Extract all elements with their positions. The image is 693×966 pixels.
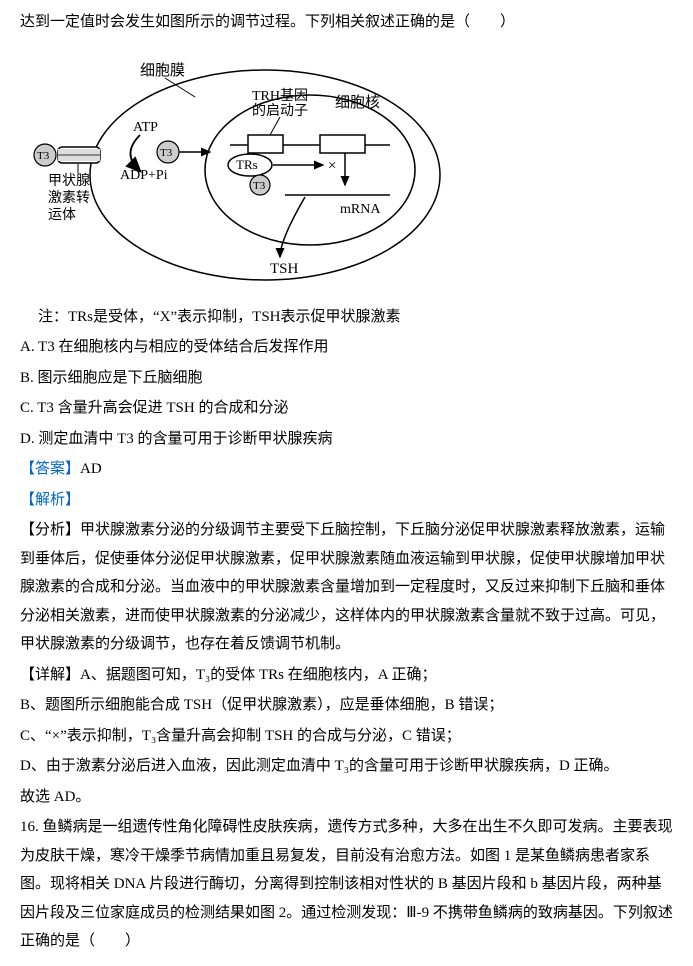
fenxi-label: 【分析】 xyxy=(20,522,80,538)
label-atp: ATP xyxy=(133,120,158,135)
diagram: 细胞膜 细胞核 TRH基因 的启动子 TRs T3 × mRNA TSH T3 … xyxy=(30,45,460,295)
detail-c: C、“×”表示抑制，T₃含量升高会抑制 TSH 的合成与分泌，C 错误； xyxy=(20,722,673,751)
intro-line: 达到一定值时会发生如图所示的调节过程。下列相关叙述正确的是（ ） xyxy=(20,8,673,37)
t3-inner-nuc: T3 xyxy=(253,180,266,192)
detail-b: B、题图所示细胞能合成 TSH（促甲状腺激素），应是垂体细胞，B 错误； xyxy=(20,691,673,720)
option-a: A. T3 在细胞核内与相应的受体结合后发挥作用 xyxy=(20,333,673,362)
label-trs: TRs xyxy=(236,157,258,172)
q16: 16. 鱼鳞病是一组遗传性角化障碍性皮肤疾病，遗传方式多种，大多在出生不久即可发… xyxy=(20,813,673,956)
fenxi-text: 甲状腺激素分泌的分级调节主要受下丘脑控制，下丘脑分泌促甲状腺激素释放激素，运输到… xyxy=(20,522,665,652)
label-mrna: mRNA xyxy=(340,202,381,217)
label-trh2: 的启动子 xyxy=(252,103,308,119)
transporter1: 甲状腺 xyxy=(48,173,90,189)
t3-cyto: T3 xyxy=(160,147,173,159)
answer-label: 【答案】 xyxy=(20,461,80,477)
answer-value: AD xyxy=(80,461,102,477)
label-tsh: TSH xyxy=(270,261,299,277)
label-membrane: 细胞膜 xyxy=(140,62,185,79)
label-nucleus: 细胞核 xyxy=(335,94,380,111)
label-adp: ADP+Pi xyxy=(120,168,168,183)
option-b: B. 图示细胞应是下丘脑细胞 xyxy=(20,364,673,393)
note-line: 注：TRs是受体，“X”表示抑制，TSH表示促甲状腺激素 xyxy=(38,303,673,332)
transporter2: 激素转 xyxy=(48,189,90,206)
label-trh1: TRH基因 xyxy=(252,87,308,104)
t3-outer: T3 xyxy=(37,150,50,162)
option-d: D. 测定血清中 T3 的含量可用于诊断甲状腺疾病 xyxy=(20,425,673,454)
detail-a: A、据题图可知，T₃的受体 TRs 在细胞核内，A 正确； xyxy=(80,667,437,683)
answer-line: 【答案】AD xyxy=(20,455,673,484)
xiangjie-block: 【详解】A、据题图可知，T₃的受体 TRs 在细胞核内，A 正确； xyxy=(20,661,673,690)
xiangjie-label: 【详解】 xyxy=(20,667,80,683)
conclusion: 故选 AD。 xyxy=(20,783,673,812)
option-c: C. T3 含量升高会促进 TSH 的合成和分泌 xyxy=(20,394,673,423)
transporter3: 运体 xyxy=(48,207,76,223)
jiexi-label: 【解析】 xyxy=(20,486,673,515)
fenxi-block: 【分析】甲状腺激素分泌的分级调节主要受下丘脑控制，下丘脑分泌促甲状腺激素释放激素… xyxy=(20,516,673,659)
detail-d: D、由于激素分泌后进入血液，因此测定血清中 T₃的含量可用于诊断甲状腺疾病，D … xyxy=(20,752,673,781)
label-x: × xyxy=(328,158,336,174)
